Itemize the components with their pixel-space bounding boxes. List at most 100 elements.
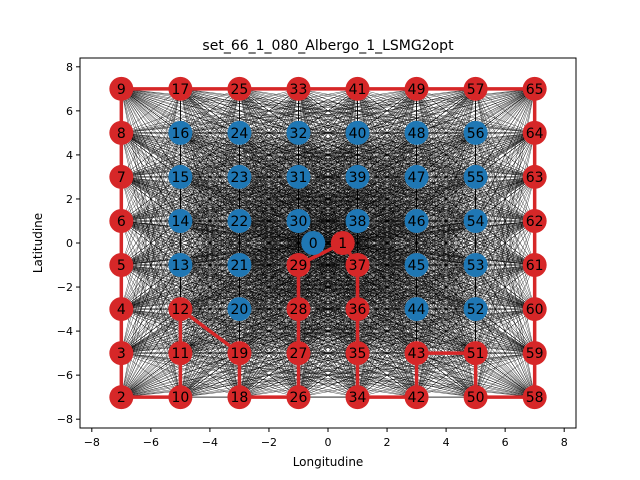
node-marker (345, 341, 370, 366)
x-tick-label: −4 (202, 436, 218, 449)
node-57: 57 (463, 76, 488, 101)
node-41: 41 (345, 76, 370, 101)
node-marker (109, 297, 134, 322)
node-marker (345, 208, 370, 233)
node-marker (168, 297, 193, 322)
node-marker (286, 297, 311, 322)
node-marker (168, 120, 193, 145)
node-12: 12 (168, 297, 193, 322)
node-25: 25 (227, 76, 252, 101)
node-label: 43 (408, 346, 426, 362)
node-3: 3 (109, 341, 134, 366)
node-marker (404, 253, 429, 278)
node-marker (463, 120, 488, 145)
node-0: 0 (301, 231, 326, 255)
x-tick-label: 0 (325, 436, 332, 449)
node-45: 45 (404, 253, 429, 278)
node-label: 25 (231, 82, 249, 98)
node-49: 49 (404, 76, 429, 101)
node-label: 38 (349, 214, 367, 230)
node-label: 46 (408, 214, 426, 230)
node-marker (168, 76, 193, 101)
node-marker (404, 76, 429, 101)
node-label: 19 (231, 346, 249, 362)
node-29: 29 (286, 253, 311, 278)
node-marker (522, 385, 547, 410)
node-label: 34 (349, 390, 367, 406)
node-label: 40 (349, 126, 367, 142)
node-label: 0 (309, 236, 318, 252)
node-label: 2 (117, 390, 126, 406)
node-marker (168, 341, 193, 366)
node-marker (463, 253, 488, 278)
node-label: 57 (467, 82, 485, 98)
x-tick-label: 4 (443, 436, 450, 449)
node-label: 52 (467, 302, 485, 318)
node-marker (227, 164, 252, 189)
node-label: 39 (349, 170, 367, 186)
node-label: 51 (467, 346, 485, 362)
node-label: 18 (231, 390, 249, 406)
node-marker (227, 120, 252, 145)
node-46: 46 (404, 208, 429, 233)
node-label: 15 (171, 170, 189, 186)
node-59: 59 (522, 341, 547, 366)
node-label: 36 (349, 302, 367, 318)
node-label: 22 (231, 214, 249, 230)
node-label: 50 (467, 390, 485, 406)
node-label: 58 (526, 390, 544, 406)
node-marker (286, 385, 311, 410)
node-28: 28 (286, 297, 311, 322)
y-tick-label: −6 (57, 369, 73, 382)
node-label: 33 (290, 82, 308, 98)
node-15: 15 (168, 164, 193, 189)
node-label: 13 (171, 258, 189, 274)
node-marker (345, 76, 370, 101)
node-marker (227, 341, 252, 366)
node-marker (463, 76, 488, 101)
node-marker (522, 297, 547, 322)
node-label: 20 (231, 302, 249, 318)
y-tick-label: 4 (66, 149, 73, 162)
node-19: 19 (227, 341, 252, 366)
node-label: 4 (117, 302, 126, 318)
node-marker (168, 208, 193, 233)
node-53: 53 (463, 253, 488, 278)
node-label: 17 (171, 82, 189, 98)
node-label: 28 (290, 302, 308, 318)
node-label: 12 (171, 302, 189, 318)
node-label: 14 (171, 214, 189, 230)
y-tick-label: 6 (66, 105, 73, 118)
node-marker (286, 208, 311, 233)
node-37: 37 (345, 253, 370, 278)
node-marker (286, 253, 311, 278)
node-42: 42 (404, 385, 429, 410)
node-marker (404, 208, 429, 233)
node-61: 61 (522, 253, 547, 278)
route-segment (178, 307, 242, 355)
y-tick-label: −4 (57, 325, 73, 338)
node-label: 3 (117, 346, 126, 362)
node-7: 7 (109, 164, 134, 189)
node-label: 9 (117, 82, 126, 98)
node-marker (463, 385, 488, 410)
node-48: 48 (404, 120, 429, 145)
node-label: 31 (290, 170, 308, 186)
node-8: 8 (109, 120, 134, 145)
node-marker (227, 76, 252, 101)
node-marker (522, 341, 547, 366)
node-39: 39 (345, 164, 370, 189)
node-marker (109, 208, 134, 233)
node-marker (345, 297, 370, 322)
node-label: 53 (467, 258, 485, 274)
node-label: 45 (408, 258, 426, 274)
node-13: 13 (168, 253, 193, 278)
node-label: 61 (526, 258, 544, 274)
node-label: 7 (117, 170, 126, 186)
node-9: 9 (109, 76, 134, 101)
chart-title: set_66_1_080_Albergo_1_LSMG2opt (202, 38, 454, 54)
node-label: 1 (338, 236, 347, 252)
node-label: 49 (408, 82, 426, 98)
y-axis-ticks: −8 −6 −4 −2 0 2 4 6 8 (57, 61, 80, 426)
